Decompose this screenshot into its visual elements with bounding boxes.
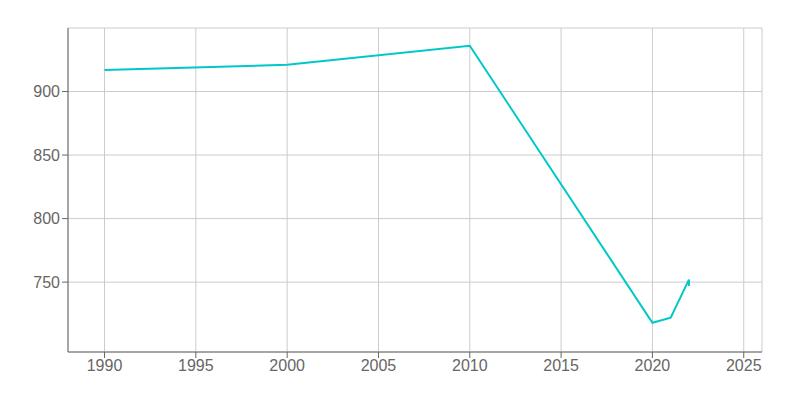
svg-text:2015: 2015	[543, 357, 579, 374]
svg-text:2010: 2010	[452, 357, 488, 374]
svg-text:2005: 2005	[361, 357, 397, 374]
svg-text:1995: 1995	[178, 357, 214, 374]
svg-text:900: 900	[33, 83, 60, 100]
svg-text:2025: 2025	[726, 357, 762, 374]
svg-text:850: 850	[33, 147, 60, 164]
svg-text:750: 750	[33, 274, 60, 291]
svg-text:1990: 1990	[87, 357, 123, 374]
svg-text:2020: 2020	[635, 357, 671, 374]
svg-text:2000: 2000	[269, 357, 305, 374]
svg-text:800: 800	[33, 210, 60, 227]
